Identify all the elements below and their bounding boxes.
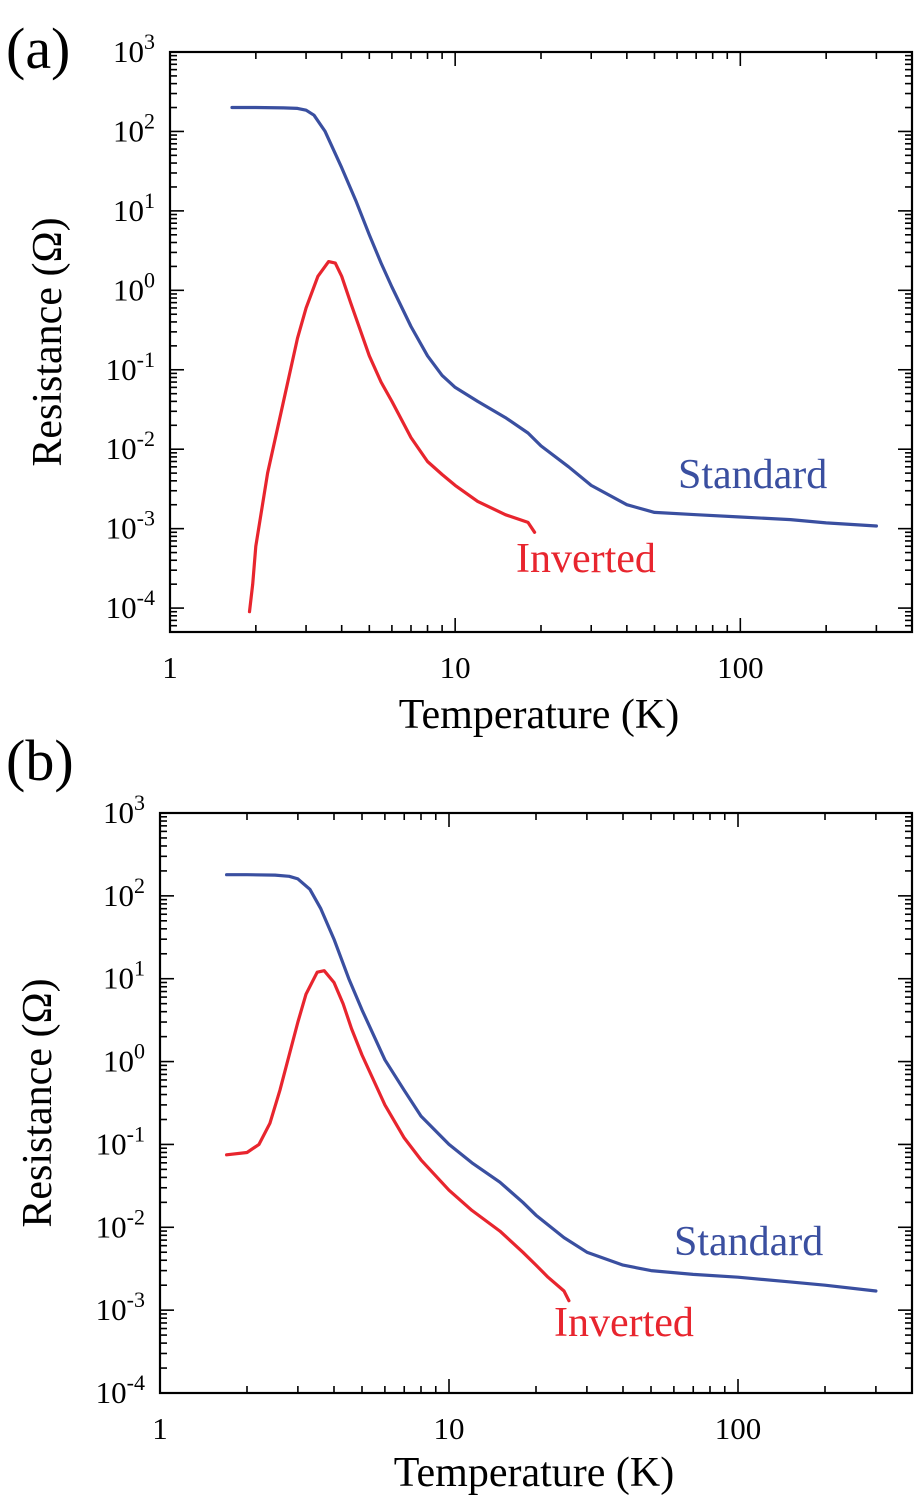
y-tick-label: 103 [103, 790, 145, 830]
series-line-standard [225, 873, 878, 1293]
series-label-standard: Standard [674, 1219, 823, 1265]
y-tick-label: 10-1 [96, 1121, 145, 1161]
y-tick-label: 102 [103, 873, 145, 913]
series-line-inverted [247, 260, 537, 614]
y-tick-label: 101 [113, 188, 155, 228]
x-tick-label: 1 [152, 1411, 168, 1446]
x-tick-label: 1 [162, 650, 178, 685]
y-tick-label: 102 [113, 108, 155, 148]
panel-label: (b) [6, 728, 74, 793]
series-label-inverted: Inverted [554, 1300, 694, 1346]
y-axis-ticks [160, 812, 912, 1394]
x-axis-title: Temperature (K) [394, 1450, 674, 1496]
x-axis-title: Temperature (K) [399, 692, 679, 738]
y-tick-label: 10-3 [106, 506, 155, 546]
plot-frame [158, 811, 914, 1395]
x-tick-label: 10 [440, 650, 471, 685]
y-tick-label: 100 [103, 1039, 145, 1079]
y-tick-label: 10-3 [96, 1287, 145, 1327]
chart-panel-a: 1 10 100 103 102 101 100 10-1 10-2 10-3 10-4 Temper… [6, 16, 914, 738]
y-tick-label: 101 [103, 956, 145, 996]
y-tick-label: 10-4 [96, 1370, 145, 1410]
x-tick-label: 100 [715, 1411, 762, 1446]
x-tick-label: 100 [717, 650, 764, 685]
y-axis-ticks [170, 51, 912, 633]
y-tick-label: 100 [113, 267, 155, 307]
y-axis-title: Resistance (Ω) [15, 978, 61, 1227]
x-axis-ticks [169, 52, 913, 632]
x-axis-ticks [159, 813, 913, 1393]
series-label-standard: Standard [678, 452, 827, 498]
series-line-inverted [225, 969, 571, 1303]
chart-panel-b: 1 10 100 103 102 101 100 10-1 10-2 10-3 10-4 Temper… [6, 728, 914, 1496]
series-label-inverted: Inverted [516, 536, 656, 582]
series-line-standard [230, 105, 879, 528]
y-axis-title: Resistance (Ω) [25, 217, 71, 466]
y-tick-label: 10-2 [96, 1204, 145, 1244]
x-tick-label: 10 [434, 1411, 465, 1446]
y-tick-label: 10-4 [106, 585, 155, 625]
y-tick-label: 10-2 [106, 426, 155, 466]
panel-label: (a) [6, 16, 70, 81]
y-tick-label: 10-1 [106, 347, 155, 387]
y-tick-label: 103 [113, 29, 155, 69]
